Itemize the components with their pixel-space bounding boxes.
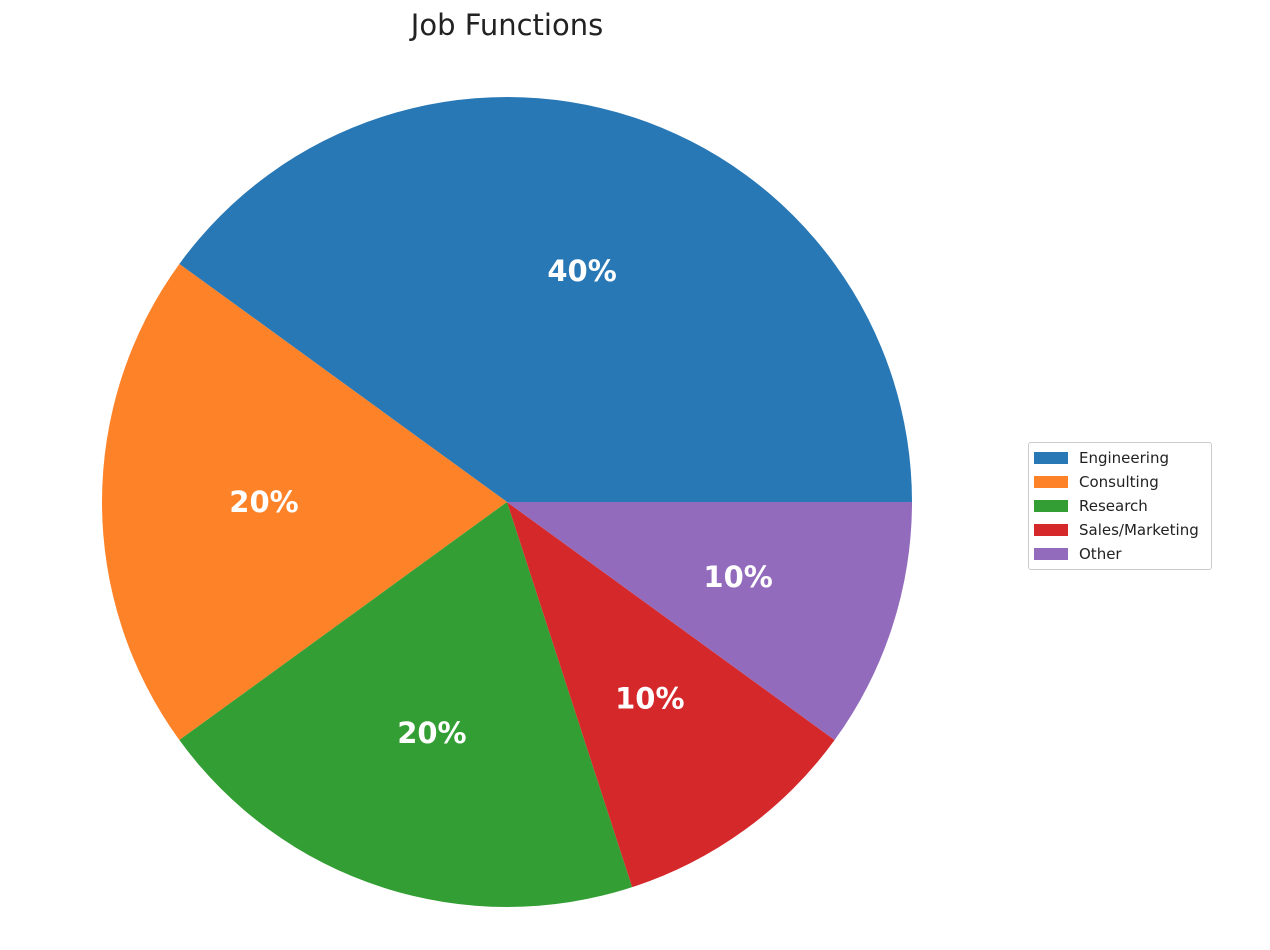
slice-percent-label: 20% [397,716,466,750]
legend-label: Sales/Marketing [1079,521,1199,539]
pie-slices [102,96,912,908]
pie-labels: 40% 20% 20% 10% 10% [229,254,773,750]
slice-percent-label: 40% [547,254,616,288]
slice-percent-label: 20% [229,485,298,519]
pie-slice-consulting [102,263,507,741]
legend-item: Sales/Marketing [1029,518,1211,542]
legend-item: Other [1029,542,1211,566]
legend-swatch [1034,476,1068,488]
legend-item: Research [1029,494,1211,518]
chart-title: Job Functions [410,8,604,42]
pie-slice-other [507,502,912,741]
legend-swatch [1034,500,1068,512]
legend-swatch [1034,548,1068,560]
slice-percent-label: 10% [703,560,772,594]
legend-swatch [1034,452,1068,464]
legend-item: Engineering [1029,446,1211,470]
legend-swatch [1034,524,1068,536]
legend-label: Engineering [1079,449,1169,467]
legend-label: Other [1079,545,1122,563]
slice-percent-label: 10% [615,682,684,716]
pie-slice-research [179,502,633,908]
pie-slice-sales-marketing [507,502,835,888]
legend: Engineering Consulting Research Sales/Marke… [1028,442,1212,570]
pie-slice-engineering [179,96,912,502]
legend-label: Research [1079,497,1148,515]
legend-label: Consulting [1079,473,1159,491]
legend-item: Consulting [1029,470,1211,494]
pie-chart: 40% 20% 20% 10% 10% [102,96,912,908]
